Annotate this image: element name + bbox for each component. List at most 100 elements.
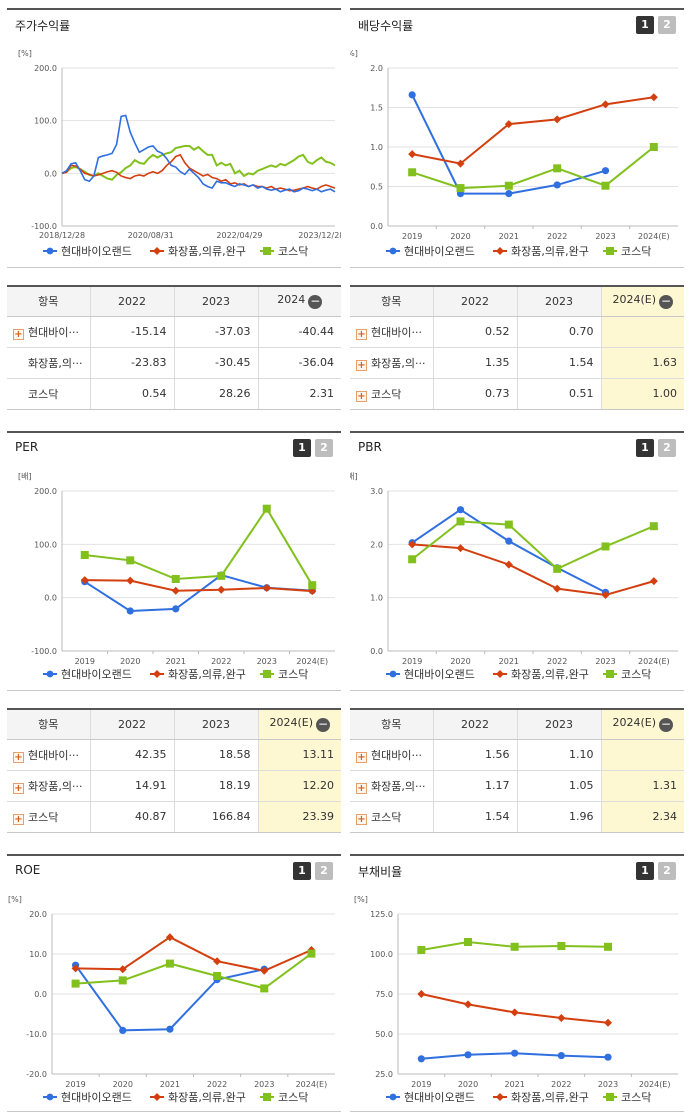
collapse-column-icon[interactable]: − [308, 294, 323, 310]
page-1-button[interactable]: 1 [636, 439, 654, 457]
expand-plus-icon[interactable]: + [356, 328, 367, 340]
value-cell: 1.31 [601, 770, 684, 802]
value-cell: -23.83 [90, 347, 175, 379]
value-cell: 0.51 [517, 378, 602, 410]
page-2-button[interactable]: 2 [658, 862, 676, 880]
row-name: 코스닥 [28, 810, 59, 824]
kosdaq-point [217, 571, 226, 580]
cosmetics-point [213, 957, 222, 966]
hyundai-series-line [61, 114, 336, 193]
page-2-button[interactable]: 2 [658, 16, 676, 34]
hyundai-point [511, 1049, 519, 1057]
column-header-label: 2024 [277, 293, 306, 307]
column-header: 2023 [517, 287, 602, 317]
chart-pager: 1 2 [293, 439, 333, 457]
kosdaq-point [649, 143, 658, 151]
column-header: 2023 [517, 710, 602, 740]
column-header: 2023 [174, 287, 259, 317]
page-1-button[interactable]: 1 [293, 439, 311, 457]
kosdaq-point [213, 972, 222, 980]
cosmetics-point [417, 990, 426, 998]
column-header-label: 2023 [545, 717, 573, 731]
y-tick-label: 100.0 [34, 540, 57, 549]
kosdaq-point [649, 522, 658, 531]
value-cell: 12.20 [258, 770, 341, 802]
value-cell: 42.35 [90, 739, 175, 771]
value-cell: 1.54 [517, 347, 602, 379]
value-cell: 1.63 [601, 347, 684, 379]
collapse-column-icon[interactable]: − [316, 717, 331, 733]
expand-plus-icon[interactable]: + [13, 328, 24, 340]
y-tick-label: 25.0 [375, 1070, 393, 1079]
expand-plus-icon[interactable]: + [356, 359, 367, 371]
column-header-label: 항목 [38, 718, 59, 732]
expand-plus-icon[interactable]: + [13, 751, 24, 763]
expand-plus-icon[interactable]: + [356, 782, 367, 794]
legend-label: 코스닥 [278, 668, 308, 681]
kosdaq-series-line [411, 520, 655, 571]
row-name-cell: + 화장품,의··· [350, 770, 434, 802]
expand-plus-icon[interactable]: + [13, 813, 24, 825]
hyundai-point [126, 607, 134, 615]
unit-label: [배] [18, 472, 32, 481]
x-tick-label: 2021 [499, 657, 519, 666]
kosdaq-point [417, 946, 426, 954]
row-name-cell: + 코스닥 [350, 378, 434, 410]
y-tick-label: 1.5 [370, 104, 383, 113]
expand-plus-icon[interactable]: + [356, 813, 367, 825]
value-cell: 40.87 [90, 801, 175, 833]
cosmetics-point [464, 1000, 472, 1009]
legend-label: 화장품,의류,완구 [168, 668, 246, 681]
legend-label: 코스닥 [621, 245, 651, 258]
value-cell: -36.04 [258, 347, 341, 379]
column-header-label: 항목 [38, 295, 59, 309]
row-name-cell: + 화장품,의··· [7, 770, 91, 802]
hyundai-legend-marker [46, 670, 54, 678]
kosdaq-point [510, 942, 519, 951]
column-header: 2024(E) − [258, 710, 341, 740]
hyundai-point [505, 190, 513, 198]
page-1-button[interactable]: 1 [636, 862, 654, 880]
expand-plus-icon[interactable]: + [356, 390, 367, 402]
page-1-button[interactable]: 1 [636, 16, 654, 34]
page-2-button[interactable]: 2 [658, 439, 676, 457]
cosmetics-series-line [75, 936, 312, 972]
column-header-label: 항목 [381, 718, 402, 732]
legend-label: 코스닥 [621, 1091, 651, 1104]
x-tick-label: 2019 [65, 1080, 85, 1089]
collapse-column-icon[interactable]: − [659, 717, 674, 733]
page-2-button[interactable]: 2 [315, 862, 333, 880]
unit-label: [배] [350, 472, 358, 481]
page-1-button[interactable]: 1 [293, 862, 311, 880]
expand-plus-icon[interactable]: + [13, 782, 24, 794]
cosmetics-series-line [61, 153, 336, 192]
hyundai-point [505, 537, 513, 545]
table-row: + 현대바이··· 0.52 0.70 [350, 316, 684, 348]
value-cell [601, 316, 684, 348]
collapse-column-icon[interactable]: − [659, 294, 674, 310]
x-tick-label: 2022 [551, 1080, 571, 1089]
page-2-button[interactable]: 2 [315, 439, 333, 457]
y-tick-label: 20.0 [29, 910, 47, 919]
kosdaq-point [80, 551, 89, 559]
legend-label: 현대바이오랜드 [404, 1091, 475, 1104]
cosmetics-series-line [412, 543, 655, 597]
cosmetics-point [649, 577, 658, 586]
table-header-row: 항목 2022 2023 2024(E) − [350, 287, 684, 317]
hyundai-series-line [74, 964, 265, 1032]
kosdaq-point [504, 181, 513, 190]
x-tick-label: 2024(E) [638, 232, 670, 241]
kosdaq-legend-marker [263, 670, 271, 678]
column-header-label: 2022 [461, 717, 489, 731]
expand-plus-icon[interactable]: + [356, 751, 367, 763]
cosmetics-point [408, 150, 417, 159]
kosdaq-legend-marker [263, 1093, 271, 1101]
cosmetics-point [510, 1008, 519, 1017]
cosmetics-legend-marker [496, 1093, 504, 1101]
value-cell: 1.00 [601, 378, 684, 410]
row-name: 현대바이··· [371, 325, 422, 339]
x-tick-label: 2023 [254, 1080, 274, 1089]
y-tick-label: 2.0 [370, 540, 383, 549]
y-tick-label: 0.0 [34, 990, 47, 999]
